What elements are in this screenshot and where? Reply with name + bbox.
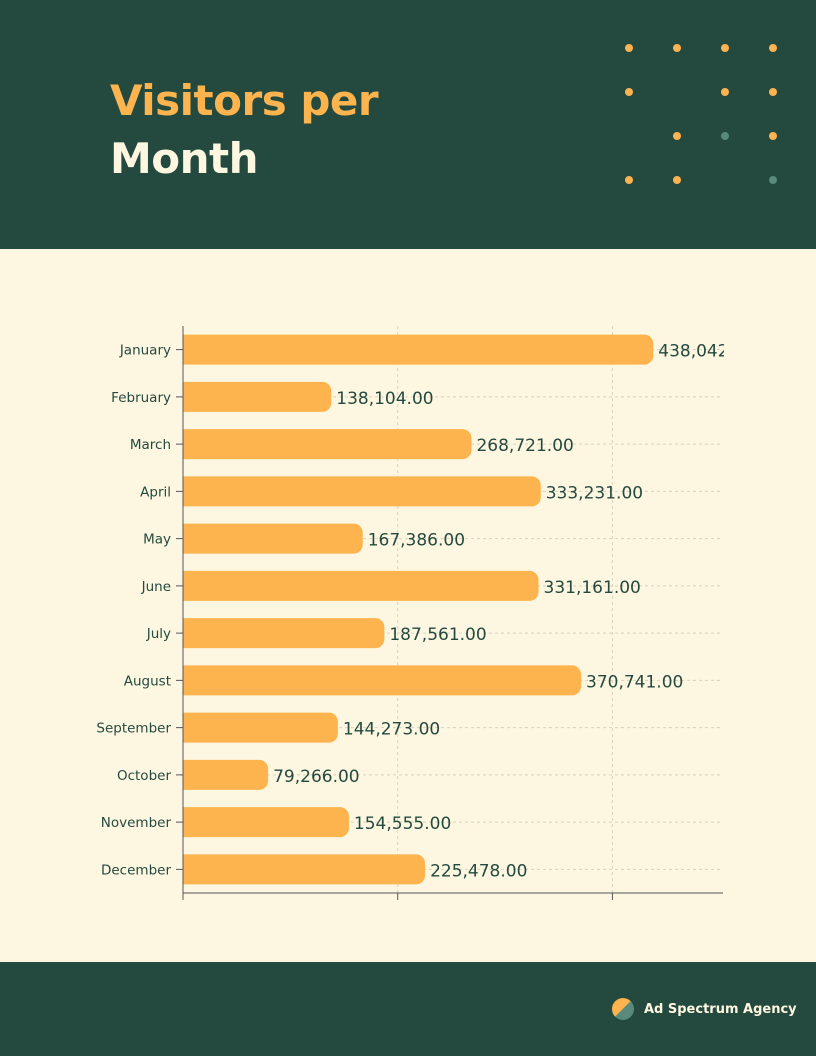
category-label: August xyxy=(124,673,171,689)
page-title: Visitors per Month xyxy=(110,72,379,188)
data-label: 79,266.00 xyxy=(273,767,360,787)
category-label: July xyxy=(146,626,171,642)
title-line-2: Month xyxy=(110,134,259,183)
footer: Ad Spectrum Agency xyxy=(0,962,816,1056)
bar xyxy=(183,381,332,412)
decorative-dot xyxy=(769,176,777,184)
bar xyxy=(183,429,472,460)
decorative-dot xyxy=(721,44,729,52)
decorative-dot xyxy=(769,88,777,96)
bar xyxy=(183,476,541,507)
category-label: March xyxy=(130,437,171,453)
bar xyxy=(183,854,426,885)
brand-logo-icon xyxy=(612,998,634,1020)
data-label: 187,561.00 xyxy=(389,625,486,645)
data-label: 167,386.00 xyxy=(368,531,465,551)
category-label: October xyxy=(117,768,171,784)
category-label: April xyxy=(140,484,171,500)
category-label: February xyxy=(111,390,171,406)
decorative-dot xyxy=(625,44,633,52)
data-label: 370,741.00 xyxy=(586,672,683,692)
data-label: 154,555.00 xyxy=(354,814,451,834)
decorative-dot xyxy=(769,132,777,140)
data-label: 268,721.00 xyxy=(476,436,573,456)
decorative-dot xyxy=(625,88,633,96)
category-label: November xyxy=(101,815,172,831)
bar-chart: 438,042.00 138,104.00 268,721.00 333,231.00… xyxy=(96,326,755,900)
decorative-dot xyxy=(721,88,729,96)
category-label: June xyxy=(141,579,171,595)
decorative-dot xyxy=(673,44,681,52)
brand: Ad Spectrum Agency xyxy=(612,998,797,1020)
decorative-dot xyxy=(721,132,729,140)
data-label: 333,231.00 xyxy=(546,483,643,503)
decorative-dot xyxy=(673,132,681,140)
title-line-1: Visitors per xyxy=(110,76,379,125)
data-label: 225,478.00 xyxy=(430,861,527,881)
bar xyxy=(183,807,349,838)
data-label: 138,104.00 xyxy=(336,389,433,409)
category-label: January xyxy=(119,343,171,359)
bar xyxy=(183,334,654,365)
data-label: 438,042.00 xyxy=(658,342,755,362)
category-label: December xyxy=(101,862,171,878)
category-label: September xyxy=(96,721,171,737)
data-label: 331,161.00 xyxy=(544,578,641,598)
bar xyxy=(183,665,582,696)
decorative-dot xyxy=(625,176,633,184)
bar xyxy=(183,712,338,743)
bar xyxy=(183,618,385,649)
bar xyxy=(183,570,539,601)
data-label: 144,273.00 xyxy=(343,720,440,740)
category-label: May xyxy=(143,532,171,548)
brand-name: Ad Spectrum Agency xyxy=(644,1001,797,1017)
bar xyxy=(183,523,363,554)
header: Visitors per Month xyxy=(0,0,816,249)
bar xyxy=(183,759,269,790)
decorative-dot xyxy=(769,44,777,52)
decorative-dot xyxy=(673,176,681,184)
